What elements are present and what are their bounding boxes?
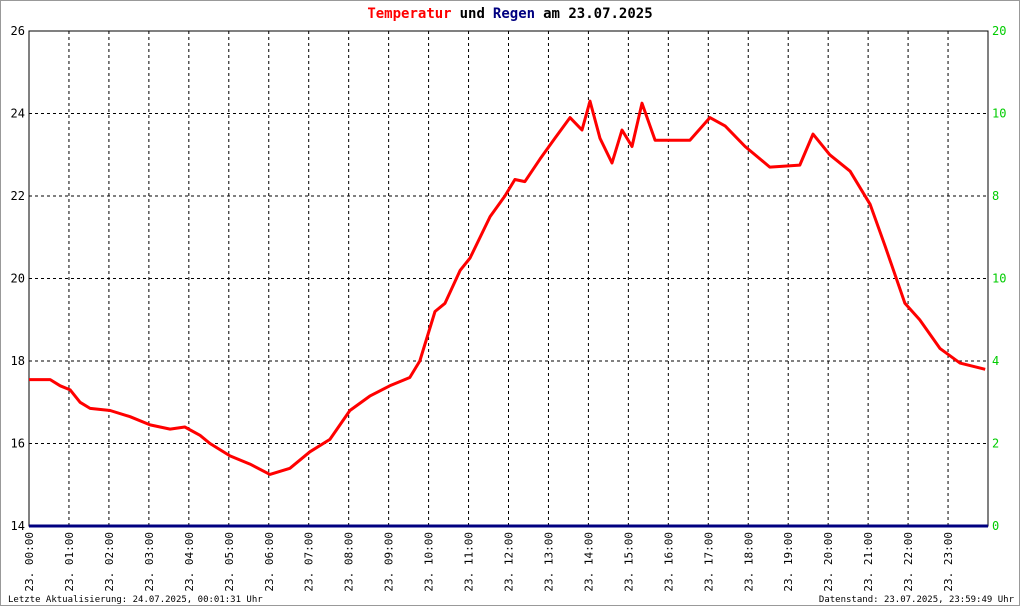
title-part: Regen — [493, 6, 535, 22]
y-tick-label: 20 — [11, 272, 25, 286]
x-tick-label: 23. 04:00 — [183, 532, 196, 592]
x-tick-label: 23. 10:00 — [423, 532, 436, 592]
title-part: und — [460, 6, 485, 22]
footer-left: Letzte Aktualisierung: 24.07.2025, 00:01… — [8, 595, 263, 605]
x-tick-label: 23. 02:00 — [103, 532, 116, 592]
x-tick-label: 23. 20:00 — [822, 532, 835, 592]
x-tick-label: 23. 03:00 — [143, 532, 156, 592]
x-tick-label: 23. 05:00 — [223, 532, 236, 592]
y2-tick-label: 10 — [992, 107, 1006, 121]
x-tick-label: 23. 11:00 — [463, 532, 476, 592]
y2-tick-label: 8 — [992, 189, 999, 203]
y-tick-label: 18 — [11, 354, 25, 368]
y-tick-label: 26 — [11, 24, 25, 38]
title-part: am 23.07.2025 — [543, 6, 653, 22]
footer-right: Datenstand: 23.07.2025, 23:59:49 Uhr — [819, 595, 1015, 605]
y2-tick-label: 2 — [992, 437, 999, 451]
x-tick-label: 23. 18:00 — [742, 532, 755, 592]
x-tick-label: 23. 17:00 — [702, 532, 715, 592]
title-part: Temperatur — [367, 6, 451, 22]
x-tick-label: 23. 15:00 — [622, 532, 635, 592]
x-tick-label: 23. 09:00 — [383, 532, 396, 592]
x-tick-label: 23. 06:00 — [263, 532, 276, 592]
y-tick-label: 14 — [11, 519, 25, 533]
x-tick-label: 23. 01:00 — [63, 532, 76, 592]
x-tick-label: 23. 22:00 — [902, 532, 915, 592]
x-tick-label: 23. 08:00 — [343, 532, 356, 592]
x-tick-label: 23. 00:00 — [23, 532, 36, 592]
y2-tick-label: 10 — [992, 272, 1006, 286]
y-tick-label: 16 — [11, 437, 25, 451]
x-tick-label: 23. 23:00 — [942, 532, 955, 592]
chart-title: Temperatur und Regen am 23.07.2025 — [367, 6, 652, 22]
x-tick-label: 23. 13:00 — [542, 532, 555, 592]
x-tick-label: 23. 21:00 — [862, 532, 875, 592]
y2-tick-label: 4 — [992, 354, 999, 368]
y-tick-label: 24 — [11, 107, 25, 121]
x-tick-label: 23. 19:00 — [782, 532, 795, 592]
x-tick-label: 23. 16:00 — [662, 532, 675, 592]
y2-tick-label: 0 — [992, 519, 999, 533]
series-line — [29, 99, 986, 476]
y-tick-label: 22 — [11, 189, 25, 203]
x-tick-label: 23. 07:00 — [303, 532, 316, 592]
y2-tick-label: 20 — [992, 24, 1006, 38]
x-tick-label: 23. 14:00 — [582, 532, 595, 592]
x-tick-label: 23. 12:00 — [503, 532, 516, 592]
